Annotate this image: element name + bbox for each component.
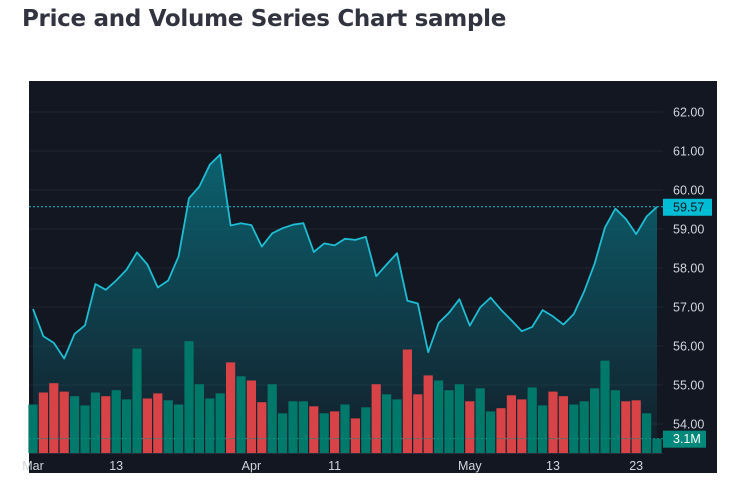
volume-bar: [600, 360, 610, 453]
price-tick-label: 57.00: [673, 301, 704, 315]
volume-bar: [38, 392, 48, 453]
price-tick-label: 54.00: [673, 418, 704, 432]
last-price-label: 59.57: [673, 200, 704, 214]
volume-bar: [330, 411, 340, 453]
price-tick-label: 58.00: [673, 262, 704, 276]
volume-bar: [382, 394, 392, 453]
volume-bar: [350, 418, 360, 453]
volume-bar: [642, 413, 652, 453]
volume-bar: [90, 392, 100, 453]
last-volume-label: 3.1M: [673, 432, 701, 446]
price-tick-label: 60.00: [673, 184, 704, 198]
volume-bar: [631, 400, 641, 453]
time-tick-label: 13: [546, 459, 560, 473]
volume-bar: [153, 393, 163, 453]
volume-bar: [194, 384, 204, 453]
volume-bar: [423, 375, 433, 453]
volume-bar: [257, 402, 267, 453]
volume-bar: [361, 407, 371, 453]
volume-bar: [163, 400, 173, 453]
volume-bar: [621, 401, 631, 453]
volume-bar: [371, 384, 381, 453]
page-title: Price and Volume Series Chart sample: [22, 6, 506, 32]
volume-bar: [517, 399, 527, 453]
volume-bar: [652, 438, 662, 453]
volume-bar: [506, 395, 516, 454]
volume-bar: [392, 399, 402, 453]
volume-bar: [444, 390, 454, 453]
volume-bar: [579, 401, 589, 453]
volume-bar: [558, 396, 568, 453]
volume-bar: [590, 388, 600, 453]
volume-bar: [340, 404, 350, 453]
volume-bar: [278, 413, 288, 453]
time-tick-label: 23: [629, 459, 643, 473]
volume-bar: [298, 401, 308, 453]
volume-bar: [610, 390, 620, 453]
volume-bar: [49, 383, 59, 453]
volume-bar: [434, 380, 444, 453]
volume-bar: [288, 401, 298, 453]
volume-bar: [246, 380, 256, 453]
time-tick-label: 11: [328, 459, 341, 473]
volume-bar: [184, 341, 194, 453]
volume-bar: [548, 391, 558, 453]
volume-bar: [59, 391, 69, 453]
volume-bar: [454, 384, 464, 453]
volume-bar: [226, 362, 236, 453]
last-price-badge: [663, 198, 712, 216]
volume-bar: [496, 408, 506, 453]
time-tick-label: May: [458, 459, 482, 473]
time-tick-label: 13: [109, 459, 123, 473]
volume-bar: [70, 396, 80, 453]
volume-bar: [569, 404, 579, 453]
volume-bar: [205, 398, 215, 453]
volume-bar: [236, 376, 246, 453]
time-tick-label: Apr: [242, 459, 261, 473]
volume-bar: [28, 404, 38, 453]
price-tick-label: 55.00: [673, 379, 704, 393]
price-tick-label: 62.00: [673, 106, 704, 120]
volume-bar: [413, 394, 423, 453]
time-tick-label: Mar: [22, 459, 44, 473]
volume-bar: [132, 348, 142, 453]
volume-bar: [80, 405, 90, 453]
volume-bar: [309, 406, 319, 453]
volume-bar: [486, 411, 496, 453]
volume-bar: [174, 404, 184, 453]
volume-bar: [465, 401, 475, 453]
volume-bar: [122, 399, 132, 453]
volume-bar: [319, 413, 329, 453]
volume-bar: [111, 390, 121, 453]
volume-bar: [475, 388, 485, 453]
volume-bar: [142, 398, 152, 453]
volume-bar: [527, 387, 537, 453]
price-line: [32, 153, 658, 360]
volume-bar: [402, 349, 412, 453]
price-tick-label: 56.00: [673, 340, 704, 354]
volume-bar: [215, 393, 225, 453]
last-volume-badge: [663, 430, 706, 448]
volume-bar: [267, 384, 277, 453]
volume-bar: [538, 405, 548, 453]
price-tick-label: 59.00: [673, 223, 704, 237]
volume-bar: [101, 396, 111, 453]
price-tick-label: 61.00: [673, 145, 704, 159]
